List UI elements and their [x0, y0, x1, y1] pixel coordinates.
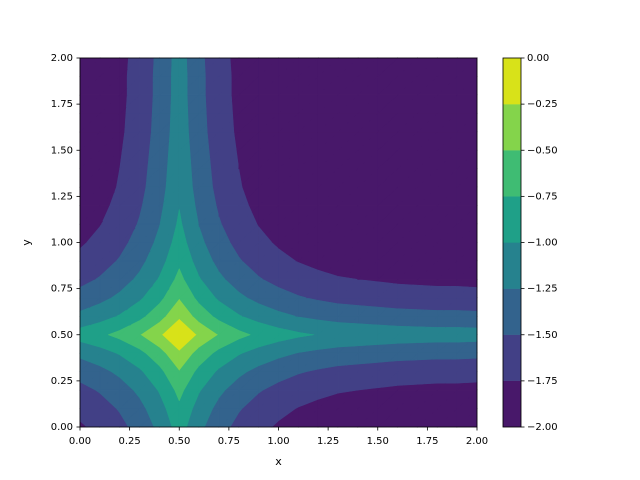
colorbar-tick-label: −0.25 [527, 99, 558, 110]
x-tick-label: 2.00 [466, 436, 488, 447]
x-tick-label: 1.00 [267, 436, 289, 447]
contour-fill [278, 248, 287, 262]
contour-fill [456, 286, 470, 299]
contour-fill [317, 269, 327, 281]
y-tick-label: 2.00 [51, 53, 73, 64]
contour-fill [436, 286, 451, 299]
y-tick-label: 1.75 [51, 99, 73, 110]
contour-fill [258, 225, 267, 244]
contour-fill [178, 209, 182, 225]
contour-fill [238, 330, 243, 336]
contour-fill [397, 308, 407, 317]
colorbar-tick-label: −0.50 [527, 145, 558, 156]
colorbar-band [502, 242, 522, 289]
contour-fill [119, 325, 130, 336]
y-tick-label: 1.50 [51, 145, 73, 156]
contour-fill [317, 300, 334, 317]
contour-fill [218, 270, 223, 281]
contour-fill [278, 287, 287, 299]
contour-fill [238, 168, 242, 188]
contour-fill [377, 281, 394, 299]
contour-fill [397, 325, 408, 336]
contour-fill [258, 303, 269, 317]
contour-fill [198, 321, 208, 336]
contour-fill [198, 303, 207, 317]
colorbar-band [502, 334, 522, 382]
contour-fill [238, 256, 242, 262]
contour-fill [357, 305, 370, 317]
colorbar-tick-label: −1.50 [527, 330, 558, 341]
colorbar-tick-label: −2.00 [527, 422, 558, 433]
x-tick-label: 1.25 [317, 436, 339, 447]
contour-fill [298, 262, 312, 281]
contour-fill [456, 310, 464, 317]
contour-fill [377, 324, 389, 336]
contour-fill [417, 309, 426, 317]
colorbar-band [502, 288, 522, 335]
x-axis-label: x [275, 455, 282, 468]
contour-fill [238, 291, 243, 299]
contour-fill [377, 306, 388, 317]
colorbar-band [502, 150, 522, 197]
colorbar-tick-label: 0.00 [527, 53, 549, 64]
contour-fill [436, 327, 447, 336]
contour-fill [298, 331, 302, 336]
contour-fill [456, 327, 466, 336]
contour-fill [198, 275, 201, 281]
contour-fill [178, 298, 188, 317]
y-tick-label: 1.00 [51, 238, 73, 249]
colorbar-tick-label: −1.00 [527, 238, 558, 249]
colorbar-band [502, 196, 522, 243]
contour-fill [337, 322, 352, 336]
colorbar-band [502, 103, 522, 151]
contour-fill [357, 323, 370, 336]
contour-fill [178, 318, 188, 336]
contour-fill [417, 284, 432, 299]
y-axis-label: y [20, 239, 33, 246]
x-tick-label: 0.75 [218, 436, 240, 447]
colorbar-band [502, 57, 522, 105]
contour-fill [278, 310, 284, 317]
x-tick-label: 0.25 [118, 436, 140, 447]
contour-fill [218, 300, 229, 317]
y-tick-label: 1.25 [51, 191, 73, 202]
colorbar-tick-label: −1.25 [527, 284, 558, 295]
colorbar-tick-label: −0.75 [527, 191, 558, 202]
contour-fill [258, 322, 270, 336]
x-tick-label: 0.00 [69, 436, 91, 447]
contour-fill [397, 283, 413, 299]
contour-fill [278, 327, 286, 336]
contour-fill [417, 326, 427, 336]
contour-fill [317, 319, 333, 336]
contour-fill [218, 320, 230, 336]
contour-fill [178, 268, 183, 281]
contour-fill [238, 314, 241, 317]
colorbar-band [502, 380, 522, 428]
contour-area [79, 57, 478, 428]
contour-fill [258, 275, 262, 281]
colorbar [502, 57, 522, 428]
contour-fill [357, 279, 377, 299]
contour-fill [198, 226, 204, 244]
contour-fill [119, 309, 127, 317]
y-tick-label: 0.75 [51, 284, 73, 295]
contour-fill [436, 310, 445, 317]
x-tick-label: 1.50 [367, 436, 389, 447]
x-tick-label: 1.75 [416, 436, 438, 447]
y-tick-label: 0.50 [51, 330, 73, 341]
x-tick-label: 0.50 [168, 436, 190, 447]
contour-fill [298, 295, 301, 299]
contour-fill [337, 275, 342, 281]
y-tick-label: 0.00 [51, 422, 73, 433]
colorbar-tick-label: −1.75 [527, 376, 558, 387]
contour-fill [337, 303, 352, 317]
contour-fill [218, 216, 222, 225]
y-tick-label: 0.25 [51, 376, 73, 387]
